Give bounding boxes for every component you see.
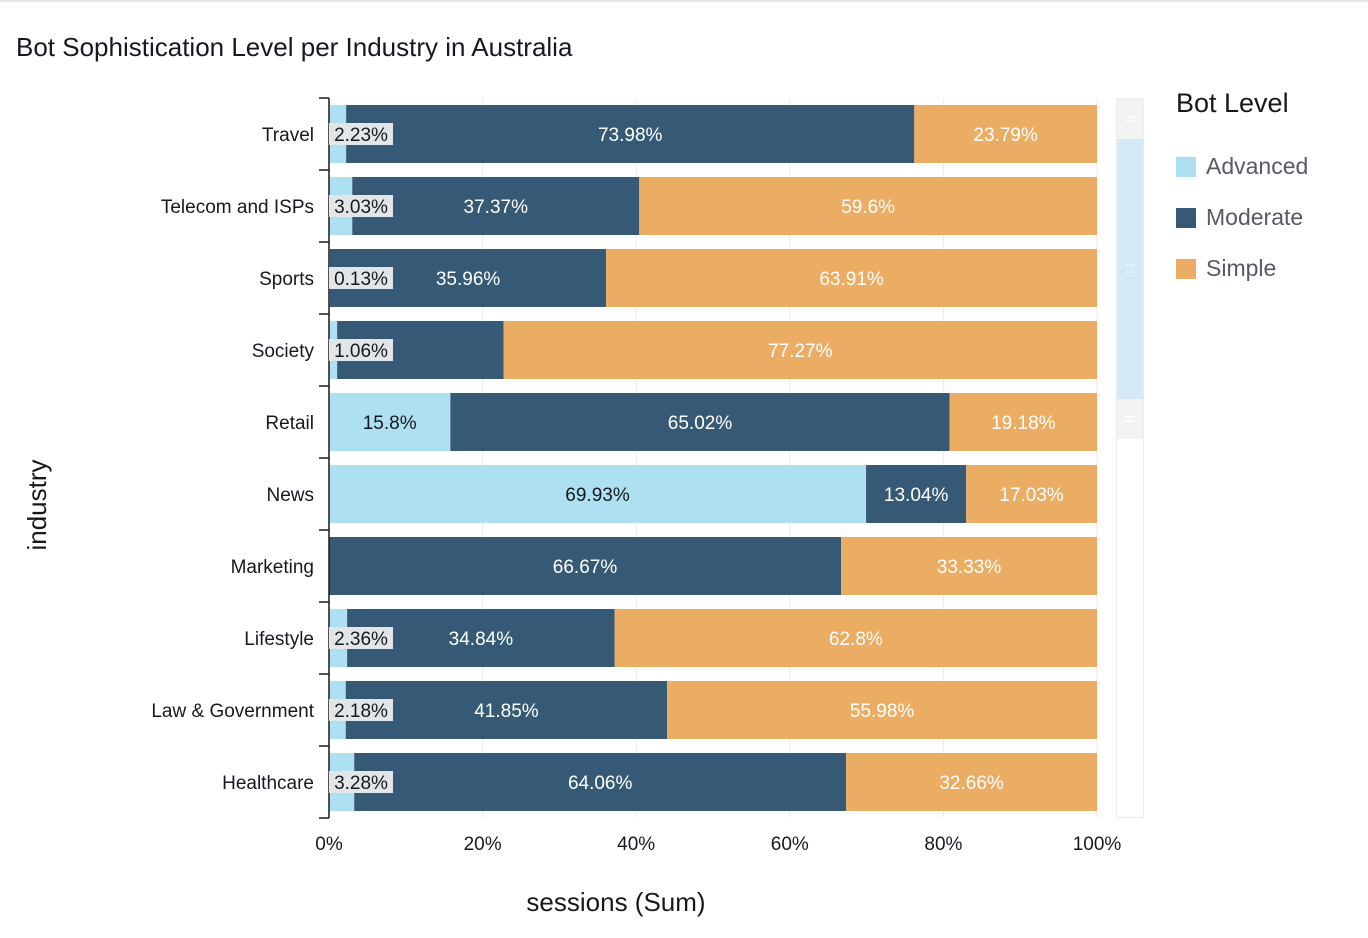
data-label: 55.98% <box>850 701 915 722</box>
x-tick-label: 0% <box>315 834 343 855</box>
data-label: 35.96% <box>436 269 501 290</box>
data-label: 17.03% <box>999 485 1064 506</box>
legend-swatch-moderate <box>1176 207 1196 228</box>
category-label: Society <box>252 341 315 362</box>
data-label: 37.37% <box>464 197 529 218</box>
bar-segment-moderate[interactable] <box>329 537 842 595</box>
category-label: Lifestyle <box>244 629 314 650</box>
bar-segment-moderate[interactable] <box>450 393 950 451</box>
category-label: Law & Government <box>151 701 314 722</box>
y-axis-title: industry <box>22 459 52 550</box>
data-label: 63.91% <box>819 269 884 290</box>
data-label: 15.8% <box>363 413 417 434</box>
x-tick-label: 40% <box>617 834 655 855</box>
axes: 0% 20% 40% 60% 80% 100% Travel Telecom and ISPs… <box>151 97 1122 855</box>
data-label: 23.79% <box>973 125 1038 146</box>
bar-segment-moderate[interactable] <box>346 105 915 163</box>
data-label-background <box>329 267 393 289</box>
legend-label: Moderate <box>1206 204 1304 230</box>
scroll-handle-bottom[interactable]: = <box>1117 399 1143 439</box>
bar-segment-moderate[interactable] <box>866 465 967 523</box>
chart-title: Bot Sophistication Level per Industry in… <box>16 32 573 62</box>
data-label: 0.13% <box>334 269 388 290</box>
category-label: Travel <box>262 125 314 146</box>
data-label: 13.04% <box>884 485 949 506</box>
bar-segment-moderate[interactable] <box>354 753 847 811</box>
bar-segment-advanced[interactable] <box>329 393 451 451</box>
data-label: 3.28% <box>334 773 388 794</box>
bar-segment-moderate[interactable] <box>352 177 640 235</box>
data-label-background <box>329 195 393 217</box>
data-label: 65.02% <box>668 413 733 434</box>
legend-label: Advanced <box>1206 153 1309 179</box>
x-tick-label: 100% <box>1073 834 1122 855</box>
bar-segment-simple[interactable] <box>841 537 1097 595</box>
data-label: 2.36% <box>334 629 388 650</box>
legend: Bot Level Advanced Moderate Simple <box>1176 88 1308 294</box>
category-label: Marketing <box>231 557 314 578</box>
data-label-background <box>329 627 393 649</box>
legend-label: Simple <box>1206 255 1277 281</box>
data-label: 2.18% <box>334 701 388 722</box>
data-label: 2.23% <box>334 125 388 146</box>
x-tick-label: 20% <box>464 834 502 855</box>
data-label: 77.27% <box>768 341 833 362</box>
scroll-thumb[interactable]: :: <box>1117 139 1143 399</box>
category-label: Healthcare <box>222 773 314 794</box>
category-label: News <box>266 485 314 506</box>
legend-item-simple[interactable]: Simple <box>1176 243 1308 294</box>
bar-segment-simple[interactable] <box>606 249 1097 307</box>
data-label: 3.03% <box>334 197 388 218</box>
bar-segment-simple[interactable] <box>966 465 1097 523</box>
category-label: Sports <box>259 269 314 290</box>
bar-segment-simple[interactable] <box>639 177 1097 235</box>
legend-item-moderate[interactable]: Moderate <box>1176 192 1308 243</box>
data-label: 73.98% <box>598 125 663 146</box>
data-label: 69.93% <box>565 485 630 506</box>
legend-title: Bot Level <box>1176 88 1289 118</box>
data-labels: 2.23% 73.98% 23.79% 3.03% 37.37% 59.6% 0.13% 35… <box>329 123 1064 794</box>
category-label: Telecom and ISPs <box>161 197 314 218</box>
x-axis-title: sessions (Sum) <box>526 887 705 917</box>
bar-segment-simple[interactable] <box>614 609 1097 667</box>
data-label-background <box>329 123 393 145</box>
data-label: 62.8% <box>829 629 883 650</box>
bar-segment-simple[interactable] <box>949 393 1097 451</box>
top-border <box>0 0 1368 2</box>
scroll-handle-top[interactable]: = <box>1117 99 1143 139</box>
bars <box>329 105 1098 811</box>
data-label: 66.67% <box>553 557 618 578</box>
x-tick-label: 60% <box>771 834 809 855</box>
data-label: 64.06% <box>568 773 633 794</box>
bar-segment-simple[interactable] <box>503 321 1097 379</box>
data-label: 32.66% <box>939 773 1004 794</box>
data-label-background <box>329 339 393 361</box>
chart-scrollbar[interactable]: = :: = <box>1116 98 1144 818</box>
data-label: 59.6% <box>841 197 895 218</box>
legend-item-advanced[interactable]: Advanced <box>1176 141 1308 192</box>
data-label: 1.06% <box>334 341 388 362</box>
bar-segment-moderate[interactable] <box>345 681 668 739</box>
data-label-background <box>329 699 393 721</box>
bar-segment-simple[interactable] <box>846 753 1097 811</box>
legend-swatch-advanced <box>1176 156 1196 177</box>
bar-segment-advanced[interactable] <box>329 465 867 523</box>
legend-swatch-simple <box>1176 258 1196 279</box>
data-label: 41.85% <box>474 701 539 722</box>
data-label: 33.33% <box>937 557 1002 578</box>
data-label: 34.84% <box>449 629 514 650</box>
bar-segment-simple[interactable] <box>667 681 1098 739</box>
category-label: Retail <box>265 413 314 434</box>
data-label: 19.18% <box>991 413 1056 434</box>
bar-segment-simple[interactable] <box>914 105 1097 163</box>
data-label-background <box>329 771 393 793</box>
x-tick-label: 80% <box>924 834 962 855</box>
